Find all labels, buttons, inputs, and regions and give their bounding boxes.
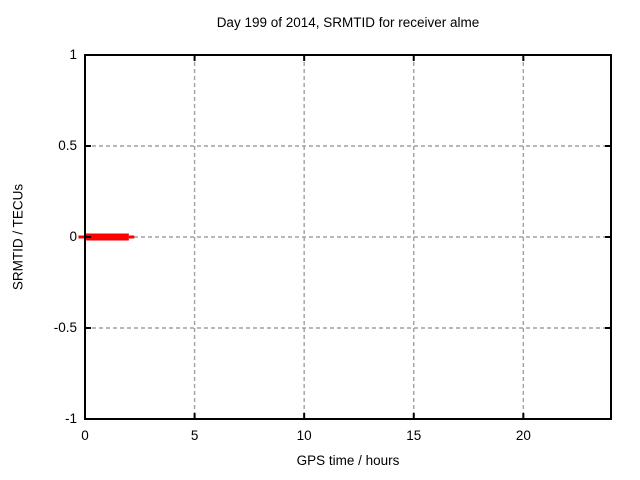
y-tick-label: -1 bbox=[64, 411, 77, 426]
y-tick-label: 0 bbox=[69, 229, 77, 244]
x-axis-label: GPS time / hours bbox=[296, 453, 400, 468]
x-tick-label: 10 bbox=[296, 428, 312, 443]
x-tick-label: 0 bbox=[81, 428, 89, 443]
y-tick-label: -0.5 bbox=[53, 320, 77, 335]
x-tick-label: 15 bbox=[406, 428, 422, 443]
chart-title: Day 199 of 2014, SRMTID for receiver alm… bbox=[216, 15, 480, 30]
y-tick-label: 0.5 bbox=[58, 138, 77, 153]
x-tick-label: 5 bbox=[190, 428, 199, 443]
y-tick-label: 1 bbox=[69, 47, 77, 62]
x-tick-label: 20 bbox=[515, 428, 531, 443]
